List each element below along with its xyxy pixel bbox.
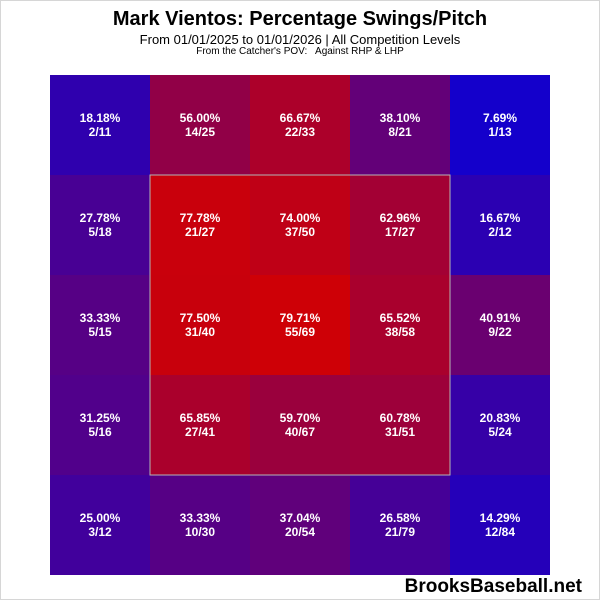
heatmap-cell-r2-c3	[350, 275, 450, 375]
cell-count-label: 40/67	[285, 425, 315, 439]
heatmap-cell-r3-c1	[150, 375, 250, 475]
heatmap-cell-r0-c3	[350, 75, 450, 175]
cell-percent-label: 14.29%	[480, 511, 521, 525]
heatmap-labels: 18.18%2/11 56.00%14/25 66.67%22/33 38.10%8/…	[80, 111, 521, 539]
cell-percent-label: 37.04%	[280, 511, 321, 525]
cell-count-label: 21/79	[385, 525, 415, 539]
cell-percent-label: 26.58%	[380, 511, 421, 525]
cell-percent-label: 33.33%	[80, 311, 121, 325]
cell-percent-label: 77.50%	[180, 311, 221, 325]
heatmap-cell-r1-c3	[350, 175, 450, 275]
cell-count-label: 17/27	[385, 225, 415, 239]
cell-percent-label: 56.00%	[180, 111, 221, 125]
cell-count-label: 27/41	[185, 425, 215, 439]
cell-count-label: 20/54	[285, 525, 315, 539]
heatmap-cell-r2-c4	[450, 275, 550, 375]
chart-title: Mark Vientos: Percentage Swings/Pitch	[112, 8, 488, 30]
cell-percent-label: 31.25%	[80, 411, 121, 425]
heatmap-cell-r0-c0	[50, 75, 150, 175]
heatmap-cell-r0-c4	[450, 75, 550, 175]
cell-percent-label: 77.78%	[180, 211, 221, 225]
heatmap-cell-r4-c0	[50, 475, 150, 575]
cell-count-label: 9/22	[488, 325, 512, 339]
cell-percent-label: 59.70%	[280, 411, 321, 425]
strike-zone-outline	[149, 174, 451, 476]
cell-percent-label: 20.83%	[480, 411, 521, 425]
cell-count-label: 8/21	[388, 125, 412, 139]
heatmap-cell-r3-c2	[250, 375, 350, 475]
heatmap-cell-r0-c1	[150, 75, 250, 175]
chart-subtitle: From 01/01/2025 to 01/01/2026 | All Comp…	[139, 32, 461, 47]
heatmap-cell-r1-c0	[50, 175, 150, 275]
cell-percent-label: 25.00%	[80, 511, 121, 525]
heatmap-cell-r3-c3	[350, 375, 450, 475]
cell-count-label: 38/58	[385, 325, 415, 339]
heatmap-cell-r2-c2	[250, 275, 350, 375]
cell-count-label: 2/12	[488, 225, 512, 239]
cell-percent-label: 33.33%	[180, 511, 221, 525]
cell-percent-label: 65.52%	[380, 311, 421, 325]
cell-count-label: 5/24	[488, 425, 512, 439]
cell-percent-label: 7.69%	[483, 111, 517, 125]
cell-count-label: 22/33	[285, 125, 315, 139]
heatmap-cell-r4-c4	[450, 475, 550, 575]
heatmap-cell-r1-c4	[450, 175, 550, 275]
cell-percent-label: 62.96%	[380, 211, 421, 225]
brand-footer: BrooksBaseball.net	[404, 576, 582, 597]
cell-count-label: 2/11	[89, 125, 112, 139]
cell-percent-label: 65.85%	[180, 411, 221, 425]
cell-percent-label: 60.78%	[380, 411, 421, 425]
chart-pov-note: From the Catcher's POV: Against RHP & LH…	[196, 46, 404, 57]
cell-count-label: 3/12	[88, 525, 112, 539]
heatmap-cell-r2-c0	[50, 275, 150, 375]
cell-count-label: 1/13	[488, 125, 512, 139]
heatmap-cell-r4-c2	[250, 475, 350, 575]
cell-percent-label: 38.10%	[380, 111, 421, 125]
heatmap-cell-r0-c2	[250, 75, 350, 175]
heatmap-cell-r2-c1	[150, 275, 250, 375]
cell-count-label: 14/25	[185, 125, 215, 139]
cell-count-label: 5/16	[88, 425, 112, 439]
cell-percent-label: 79.71%	[280, 311, 321, 325]
heatmap-cell-r1-c1	[150, 175, 250, 275]
cell-count-label: 31/51	[385, 425, 415, 439]
heatmap-cell-r3-c0	[50, 375, 150, 475]
cell-percent-label: 27.78%	[80, 211, 121, 225]
cell-percent-label: 40.91%	[480, 311, 521, 325]
cell-count-label: 37/50	[285, 225, 315, 239]
cell-count-label: 21/27	[185, 225, 215, 239]
cell-count-label: 5/18	[88, 225, 112, 239]
cell-percent-label: 74.00%	[280, 211, 321, 225]
cell-count-label: 5/15	[88, 325, 112, 339]
cell-count-label: 55/69	[285, 325, 315, 339]
heatmap-cells	[50, 75, 550, 575]
cell-count-label: 31/40	[185, 325, 215, 339]
cell-percent-label: 18.18%	[80, 111, 121, 125]
cell-count-label: 12/84	[485, 525, 515, 539]
cell-percent-label: 66.67%	[280, 111, 321, 125]
heatmap-cell-r3-c4	[450, 375, 550, 475]
heatmap-cell-r4-c3	[350, 475, 450, 575]
heatmap-cell-r1-c2	[250, 175, 350, 275]
cell-percent-label: 16.67%	[480, 211, 521, 225]
cell-count-label: 10/30	[185, 525, 215, 539]
heatmap-cell-r4-c1	[150, 475, 250, 575]
